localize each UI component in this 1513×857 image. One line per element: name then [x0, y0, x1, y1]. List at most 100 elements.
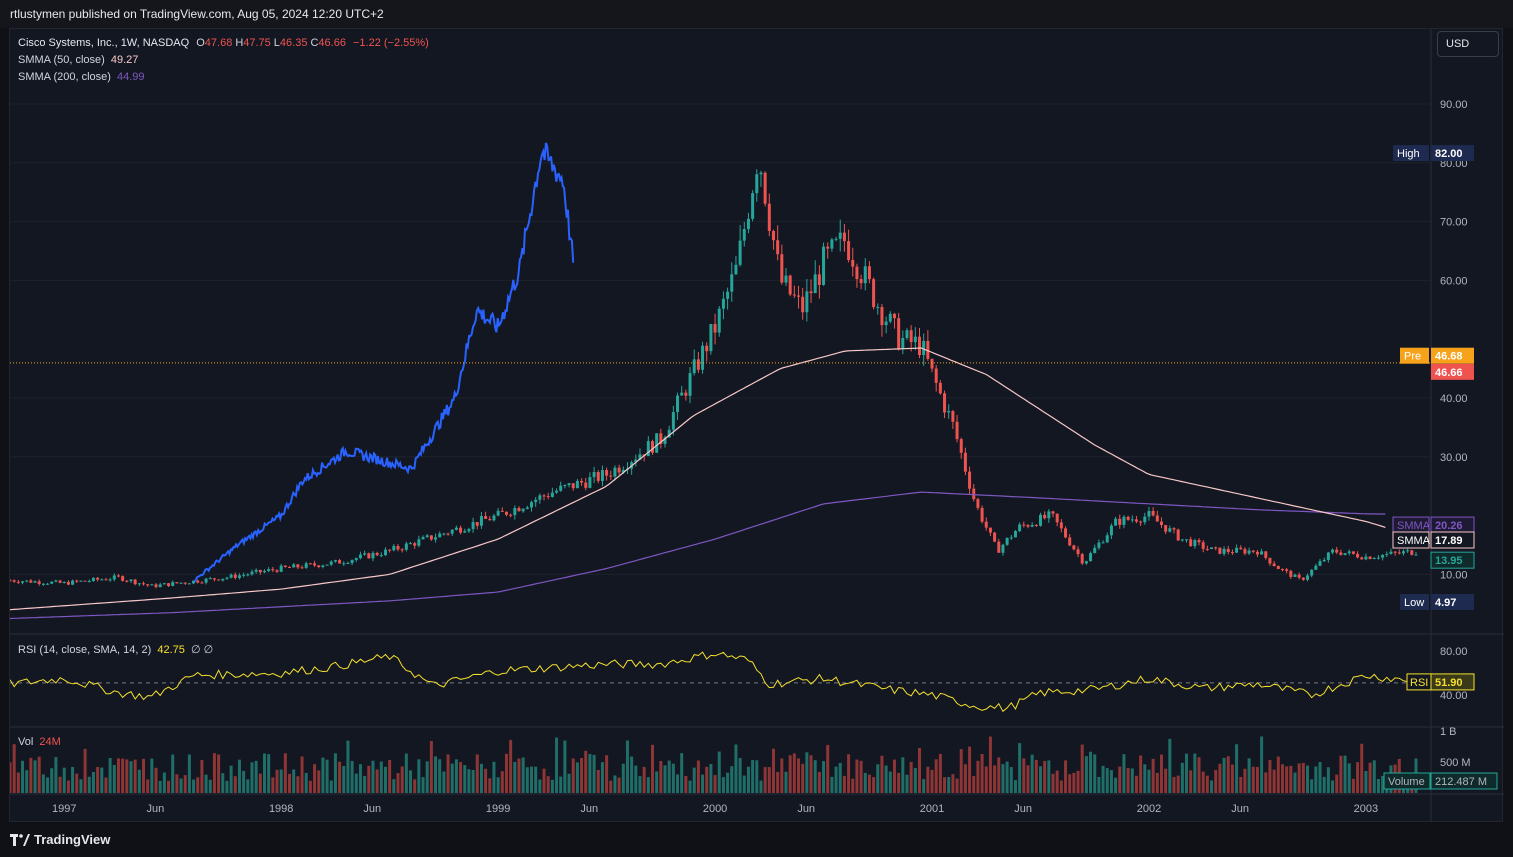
candle-body: [1218, 547, 1222, 554]
candle-body: [1310, 569, 1314, 576]
volume-bar: [834, 766, 838, 793]
volume-bar: [530, 766, 534, 793]
candle-body: [413, 543, 417, 546]
candle-body: [446, 533, 450, 535]
candle-body: [926, 340, 930, 359]
candle-body: [1214, 547, 1218, 549]
time-tick-label: Jun: [363, 803, 381, 815]
volume-bar: [759, 780, 763, 793]
candle-body: [813, 274, 817, 294]
candle-body: [438, 533, 442, 538]
price-tag-text: SMMA: [1397, 535, 1431, 547]
volume-bar: [797, 758, 801, 793]
smma50-legend[interactable]: SMMA (50, close) 49.27: [18, 54, 138, 66]
rsi-legend[interactable]: RSI (14, close, SMA, 14, 2) 42.75 ∅ ∅: [18, 643, 213, 656]
volume-bar: [58, 776, 62, 793]
volume-bar: [771, 748, 775, 793]
volume-bar: [204, 774, 208, 793]
candle-body: [1172, 528, 1176, 530]
candle-body: [154, 584, 158, 588]
tradingview-mark-icon: [10, 833, 30, 846]
candle-body: [1197, 540, 1201, 543]
candle-body: [776, 240, 780, 255]
overlay-line: [193, 142, 575, 583]
candle-body: [988, 527, 992, 533]
volume-value-box: [1430, 772, 1498, 790]
candle-body: [709, 323, 713, 352]
volume-bar: [379, 761, 383, 793]
volume-bar: [1235, 744, 1239, 793]
volume-bar: [922, 779, 926, 793]
volume-bar: [1080, 744, 1084, 793]
volume-bar: [517, 758, 521, 793]
candle-body: [66, 581, 70, 585]
candle-body: [513, 507, 517, 516]
tradingview-logo[interactable]: TradingView: [10, 832, 110, 847]
volume-bar: [254, 760, 258, 793]
currency-button[interactable]: USD: [1437, 31, 1499, 57]
volume-bar: [1293, 772, 1297, 793]
volume-bar: [33, 760, 37, 793]
volume-tag-box: [1383, 772, 1431, 790]
price-value-box: [1431, 347, 1474, 364]
volume-bar: [25, 770, 29, 793]
volume-bar: [1076, 770, 1080, 793]
candle-body: [271, 569, 275, 571]
volume-bar: [1306, 765, 1310, 793]
candle-body: [918, 336, 922, 356]
candle-body: [1280, 569, 1284, 571]
time-tick-label: Jun: [146, 803, 164, 815]
candle-body: [1239, 547, 1243, 550]
time-tick-label: 2001: [920, 803, 944, 815]
chart-frame[interactable]: 90.00 80.00 70.00 60.00 40.00 30.00 10.00 1997 J…: [9, 28, 1504, 823]
price-value-box: [1431, 145, 1474, 162]
volume-bar: [1260, 736, 1264, 793]
volume-bar: [1084, 756, 1088, 793]
volume-legend[interactable]: Vol 24M: [18, 736, 61, 748]
candle-body: [638, 454, 642, 460]
volume-bar: [513, 761, 517, 793]
volume-bar: [292, 769, 296, 793]
candle-body: [809, 291, 813, 294]
volume-bar: [171, 754, 175, 793]
volume-bar: [621, 763, 625, 793]
candle-body: [884, 321, 888, 326]
volume-bar: [1197, 757, 1201, 793]
candle-body: [288, 567, 292, 569]
chart-canvas[interactable]: 90.00 80.00 70.00 60.00 40.00 30.00 10.00 1997 J…: [10, 29, 1504, 823]
candle-body: [1189, 539, 1193, 547]
candle-body: [951, 411, 955, 422]
volume-bar: [555, 737, 559, 793]
candle-body: [851, 259, 855, 267]
volume-bar: [388, 759, 392, 793]
volume-bar: [192, 779, 196, 793]
volume-bar: [1372, 760, 1376, 793]
candle-body: [1210, 547, 1214, 550]
volume-bar: [575, 762, 579, 793]
candle-body: [379, 555, 383, 557]
volume-bar: [642, 766, 646, 793]
publisher-line: rtlustymen published on TradingView.com,…: [0, 0, 1513, 28]
time-tick-label: 2003: [1354, 803, 1378, 815]
volume-bar: [304, 772, 308, 793]
volume-bar: [413, 779, 417, 793]
price-value-text: 46.68: [1435, 351, 1463, 363]
volume-bar: [863, 772, 867, 793]
price-tag-text: Low: [1404, 597, 1424, 609]
price-tag-text: High: [1397, 148, 1420, 160]
candle-body: [734, 264, 738, 275]
volume-bar: [146, 779, 150, 793]
smma200-legend[interactable]: SMMA (200, close) 44.99: [18, 71, 145, 83]
volume-bar: [196, 777, 200, 793]
volume-bar: [1143, 764, 1147, 793]
candle-body: [25, 580, 29, 582]
candle-body: [509, 514, 513, 516]
candle-body: [830, 239, 834, 249]
candle-body: [600, 470, 604, 481]
symbol-name[interactable]: Cisco Systems, Inc., 1W, NASDAQ: [18, 37, 190, 49]
volume-bar: [12, 744, 16, 793]
candle-body: [388, 549, 392, 551]
price-value-text: 4.97: [1435, 597, 1456, 609]
candle-body: [1139, 521, 1143, 523]
volume-bar: [588, 754, 592, 793]
